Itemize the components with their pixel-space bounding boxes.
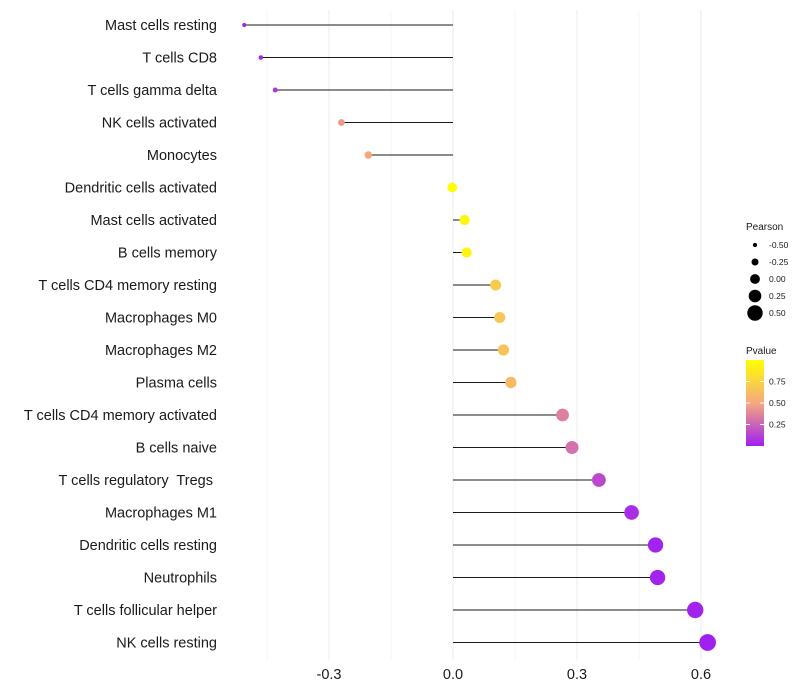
x-tick-label: 0.3 <box>567 667 587 683</box>
category-label: B cells naive <box>136 441 217 457</box>
category-label: Macrophages M1 <box>105 506 217 522</box>
lollipop-point <box>461 247 472 258</box>
lollipop-point <box>592 473 606 487</box>
colorbar-label: 0.75 <box>769 377 786 387</box>
category-label: T cells gamma delta <box>88 83 218 99</box>
size-legend-label: 0.25 <box>769 291 786 301</box>
size-legend-key <box>751 258 759 266</box>
category-label: Macrophages M0 <box>105 311 217 327</box>
size-legend-key <box>752 242 758 248</box>
lollipop-stems <box>244 24 708 643</box>
size-legend-key <box>747 305 763 321</box>
lollipop-point <box>490 279 502 291</box>
lollipop-point <box>338 119 345 126</box>
size-legend-label: -0.25 <box>769 257 789 267</box>
lollipop-point <box>494 311 506 324</box>
x-tick-label: -0.3 <box>317 667 342 683</box>
colorbar-label: 0.25 <box>769 420 786 430</box>
category-label: T cells CD4 memory resting <box>38 278 217 294</box>
lollipop-point <box>258 55 264 60</box>
lollipop-point <box>242 22 247 28</box>
lollipop-point <box>272 87 278 93</box>
size-legend-label: 0.50 <box>769 308 786 318</box>
x-axis-ticks: -0.3 0.0 0.3 0.6 <box>317 667 712 683</box>
size-legend-label: -0.50 <box>769 240 789 250</box>
lollipop-point <box>699 634 716 651</box>
lollipop-point <box>447 182 458 193</box>
lollipop-point <box>624 505 639 520</box>
category-label: NK cells resting <box>116 636 217 652</box>
category-label: T cells regulatory Tregs <box>59 473 218 489</box>
color-legend-title: Pvalue <box>746 346 777 357</box>
lollipop-point <box>565 440 579 455</box>
gridlines <box>266 10 702 660</box>
lollipop-points <box>242 22 716 651</box>
category-label: Mast cells activated <box>90 213 217 229</box>
x-tick-label: 0.6 <box>691 667 711 683</box>
category-label: Neutrophils <box>144 571 217 587</box>
category-label: Macrophages M2 <box>105 343 217 359</box>
category-labels: Mast cells resting T cells CD8 T cells gam… <box>24 18 218 652</box>
category-label: Dendritic cells resting <box>79 538 217 554</box>
color-legend: 0.25 0.50 0.75 <box>746 377 786 430</box>
size-legend-key <box>748 289 762 303</box>
pvalue-colorbar <box>746 360 764 446</box>
lollipop-point <box>459 214 470 226</box>
size-legend: -0.50 -0.25 0.00 0.25 0.50 <box>747 240 789 321</box>
lollipop-point <box>556 408 569 422</box>
lollipop-point <box>647 537 664 553</box>
category-label: NK cells activated <box>102 116 217 132</box>
x-tick-label: 0.0 <box>443 667 463 683</box>
size-legend-key <box>750 274 760 284</box>
lollipop-point <box>505 376 517 389</box>
lollipop-point <box>687 601 704 619</box>
category-label: Mast cells resting <box>105 18 217 34</box>
category-label: Monocytes <box>147 148 217 164</box>
lollipop-point <box>497 344 510 356</box>
lollipop-point <box>649 569 666 586</box>
legend: Pearson -0.50 -0.25 0.00 0.25 0.50 Pvalue 0.… <box>746 222 789 446</box>
colorbar-label: 0.50 <box>769 398 786 408</box>
category-label: Dendritic cells activated <box>65 181 217 197</box>
category-label: T cells CD4 memory activated <box>24 408 217 424</box>
category-label: Plasma cells <box>136 376 217 392</box>
category-label: T cells CD8 <box>142 51 217 67</box>
size-legend-label: 0.00 <box>769 274 786 284</box>
size-legend-title: Pearson <box>746 222 783 233</box>
lollipop-point <box>364 151 373 159</box>
category-label: B cells memory <box>118 246 218 262</box>
category-label: T cells follicular helper <box>74 603 217 619</box>
